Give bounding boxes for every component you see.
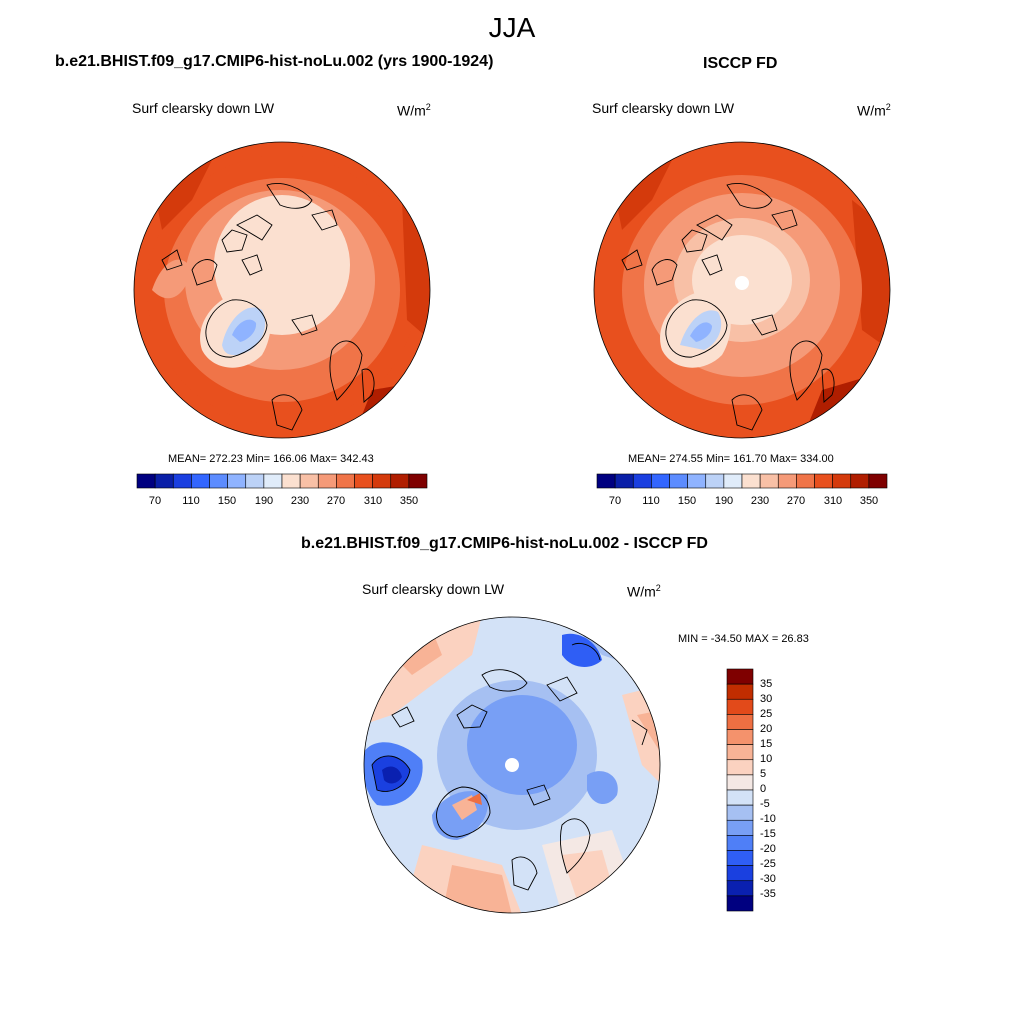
- obs-polar-map: [593, 141, 891, 439]
- diff-case-title: b.e21.BHIST.f09_g17.CMIP6-hist-noLu.002 …: [301, 535, 708, 552]
- diff-colorbar-tick: -10: [760, 813, 776, 825]
- colorbar-swatch: [614, 473, 634, 489]
- colorbar-swatch: [723, 473, 743, 489]
- colorbar-swatch: [354, 473, 373, 489]
- colorbar-swatch: [726, 744, 754, 761]
- colorbar-swatch: [408, 473, 428, 489]
- obs-colorbar-tick: 70: [608, 495, 622, 507]
- diff-units-label: W/m2: [627, 583, 661, 600]
- model-variable-label: Surf clearsky down LW: [132, 100, 275, 116]
- obs-colorbar-tick: 110: [642, 495, 660, 507]
- obs-colorbar-tick: 270: [786, 495, 806, 507]
- model-colorbar-tick: 190: [254, 495, 274, 507]
- model-colorbar-tick: 230: [290, 495, 310, 507]
- colorbar-swatch: [726, 804, 754, 821]
- colorbar-swatch: [726, 819, 754, 836]
- colorbar-swatch: [726, 714, 754, 730]
- colorbar-swatch: [726, 774, 754, 791]
- colorbar-swatch: [372, 473, 392, 489]
- colorbar-swatch: [726, 698, 754, 715]
- colorbar-swatch: [136, 473, 156, 489]
- diff-colorbar-tick: -20: [760, 843, 776, 855]
- colorbar-swatch: [868, 473, 888, 489]
- figure-title: JJA: [488, 12, 536, 43]
- colorbar-swatch: [726, 895, 754, 912]
- colorbar-swatch: [245, 473, 265, 489]
- colorbar-swatch: [336, 473, 355, 489]
- diff-colorbar-tick: -35: [760, 888, 776, 900]
- diff-colorbar-tick: 5: [760, 768, 767, 780]
- diff-colorbar-tick: 25: [760, 708, 773, 720]
- colorbar-swatch: [759, 473, 779, 489]
- diff-colorbar-tick: -5: [760, 798, 770, 810]
- diff-colorbar: [726, 668, 754, 912]
- colorbar-swatch: [726, 668, 754, 685]
- diff-colorbar-tick: 0: [760, 783, 767, 795]
- diff-colorbar-tick: 10: [760, 753, 773, 765]
- obs-colorbar-tick: 310: [823, 495, 843, 507]
- colorbar-swatch: [281, 473, 301, 489]
- colorbar-swatch: [705, 473, 725, 489]
- model-case-title: b.e21.BHIST.f09_g17.CMIP6-hist-noLu.002 …: [55, 53, 494, 70]
- colorbar-swatch: [154, 473, 174, 489]
- colorbar-swatch: [741, 473, 761, 489]
- colorbar-swatch: [317, 473, 337, 489]
- colorbar-swatch: [726, 789, 754, 806]
- diff-colorbar-tick: 15: [760, 738, 773, 750]
- colorbar-swatch: [726, 759, 754, 776]
- model-colorbar-tick: 350: [399, 495, 419, 507]
- model-colorbar-tick: 150: [217, 495, 237, 507]
- colorbar-swatch: [814, 473, 833, 489]
- obs-variable-label: Surf clearsky down LW: [592, 100, 735, 116]
- diff-colorbar-tick: 20: [760, 723, 773, 735]
- model-colorbar: [136, 473, 428, 489]
- model-colorbar-tick: 70: [148, 495, 162, 507]
- diff-colorbar-tick: -15: [760, 828, 776, 840]
- obs-case-title: ISCCP FD: [703, 55, 778, 72]
- diff-stats-label: MIN = -34.50 MAX = 26.83: [678, 633, 809, 645]
- model-colorbar-tick: 110: [182, 495, 200, 507]
- obs-stats-label: MEAN= 274.55 Min= 161.70 Max= 334.00: [628, 453, 834, 465]
- obs-colorbar-tick: 190: [714, 495, 734, 507]
- diff-colorbar-tick: 35: [760, 678, 773, 690]
- obs-units-label: W/m2: [857, 102, 891, 119]
- diff-polar-map: [363, 616, 661, 914]
- colorbar-swatch: [669, 473, 688, 489]
- colorbar-swatch: [726, 683, 754, 700]
- diff-colorbar-tick: -30: [760, 873, 776, 885]
- colorbar-swatch: [726, 865, 754, 882]
- colorbar-swatch: [209, 473, 228, 489]
- colorbar-swatch: [651, 473, 670, 489]
- colorbar-swatch: [596, 473, 616, 489]
- obs-colorbar: [596, 473, 888, 489]
- colorbar-swatch: [796, 473, 815, 489]
- colorbar-swatch: [227, 473, 247, 489]
- colorbar-swatch: [726, 850, 754, 866]
- obs-colorbar-tick: 350: [859, 495, 879, 507]
- colorbar-swatch: [726, 835, 754, 851]
- model-colorbar-tick: 310: [363, 495, 383, 507]
- colorbar-swatch: [263, 473, 283, 489]
- model-units-label: W/m2: [397, 102, 431, 119]
- colorbar-swatch: [726, 880, 754, 897]
- obs-colorbar-tick: 150: [677, 495, 697, 507]
- colorbar-swatch: [726, 729, 754, 745]
- colorbar-swatch: [832, 473, 852, 489]
- colorbar-swatch: [777, 473, 797, 489]
- colorbar-swatch: [390, 473, 410, 489]
- colorbar-swatch: [172, 473, 192, 489]
- obs-colorbar-tick: 230: [750, 495, 770, 507]
- diff-colorbar-tick: 30: [760, 693, 773, 705]
- colorbar-swatch: [632, 473, 652, 489]
- model-stats-label: MEAN= 272.23 Min= 166.06 Max= 342.43: [168, 453, 374, 465]
- model-colorbar-tick: 270: [326, 495, 346, 507]
- diff-variable-label: Surf clearsky down LW: [362, 581, 505, 597]
- diff-colorbar-tick: -25: [760, 858, 776, 870]
- colorbar-swatch: [299, 473, 319, 489]
- colorbar-swatch: [687, 473, 707, 489]
- colorbar-swatch: [850, 473, 870, 489]
- colorbar-swatch: [191, 473, 210, 489]
- model-polar-map: [133, 141, 431, 439]
